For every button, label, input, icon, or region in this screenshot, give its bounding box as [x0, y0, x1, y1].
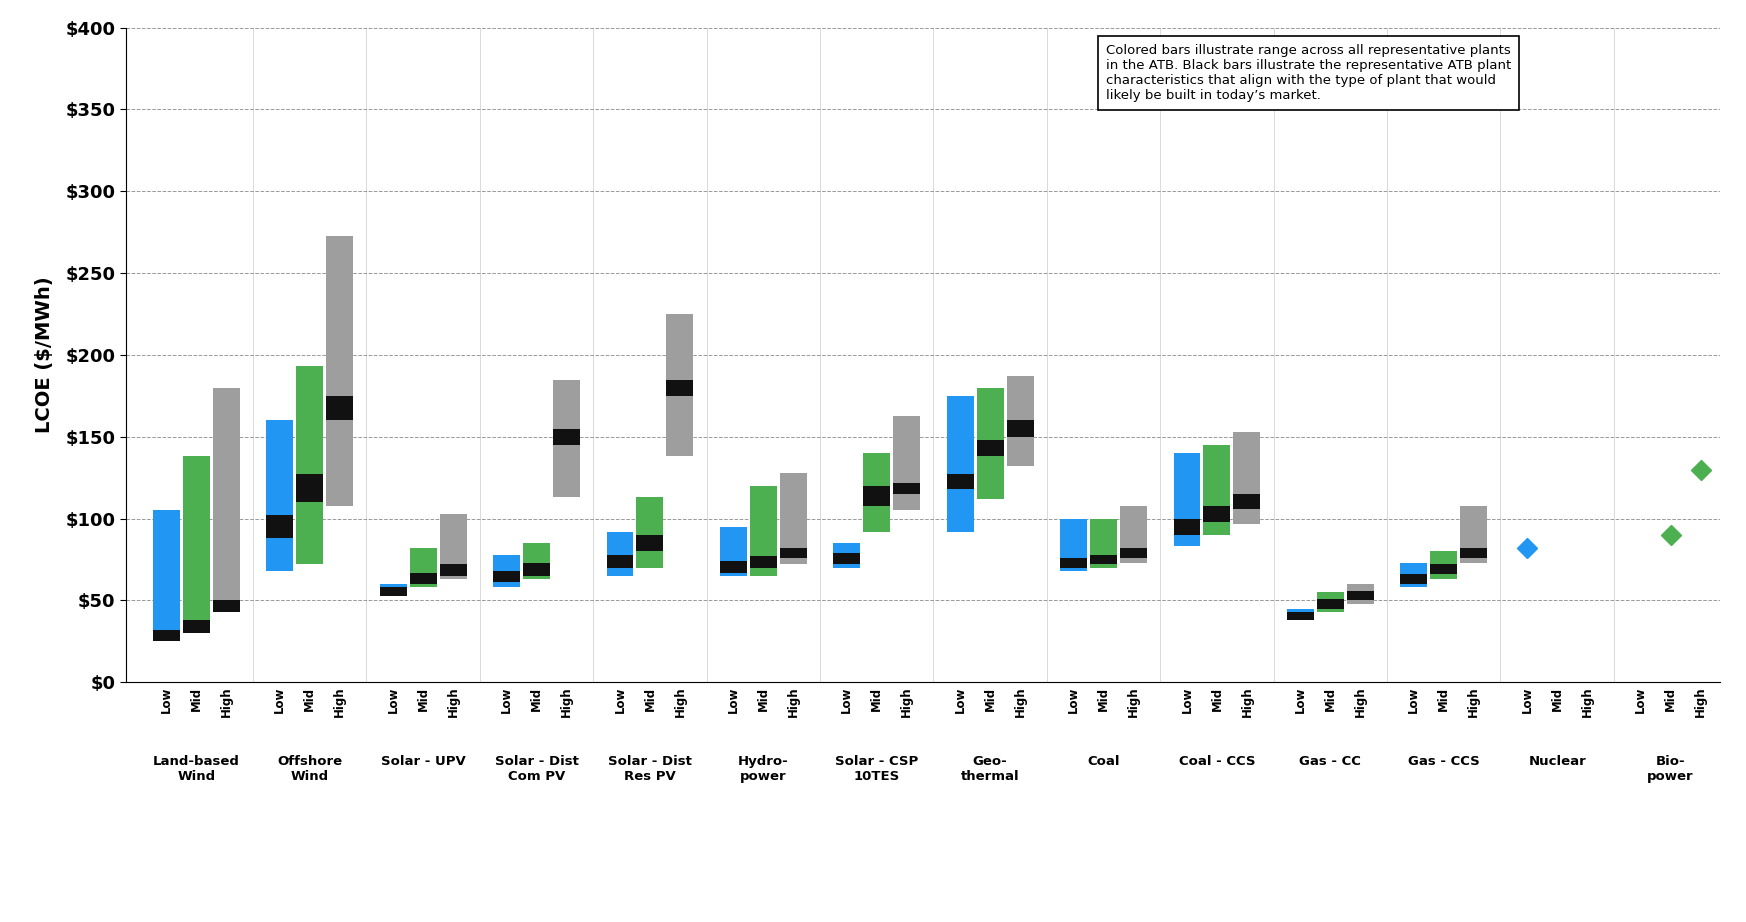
- Bar: [524, 562, 550, 576]
- Bar: [327, 396, 353, 420]
- Bar: [327, 235, 353, 505]
- Bar: [1430, 564, 1458, 574]
- Bar: [749, 486, 777, 576]
- Text: Hydro-
power: Hydro- power: [739, 754, 789, 783]
- Text: Bio-
power: Bio- power: [1646, 754, 1694, 783]
- Bar: [1173, 518, 1201, 535]
- Bar: [833, 553, 861, 564]
- Bar: [297, 475, 323, 502]
- Bar: [1203, 505, 1231, 522]
- Bar: [863, 486, 890, 505]
- Bar: [1173, 454, 1201, 547]
- Bar: [946, 475, 974, 490]
- Bar: [946, 396, 974, 532]
- Text: Colored bars illustrate range across all representative plants
in the ATB. Black: Colored bars illustrate range across all…: [1105, 44, 1512, 102]
- Bar: [524, 543, 550, 579]
- Bar: [1316, 592, 1344, 612]
- Bar: [976, 388, 1004, 499]
- Bar: [440, 564, 466, 576]
- Bar: [719, 561, 747, 573]
- Text: Nuclear: Nuclear: [1528, 754, 1585, 767]
- Bar: [894, 482, 920, 494]
- Bar: [1460, 548, 1488, 558]
- Text: Offshore
Wind: Offshore Wind: [278, 754, 342, 783]
- Bar: [267, 515, 293, 538]
- Bar: [1287, 612, 1315, 621]
- Bar: [213, 600, 239, 612]
- Bar: [183, 621, 210, 633]
- Bar: [1316, 598, 1344, 609]
- Bar: [410, 548, 436, 587]
- Bar: [492, 571, 520, 583]
- Bar: [1007, 376, 1034, 467]
- Bar: [1430, 551, 1458, 579]
- Text: Land-based
Wind: Land-based Wind: [154, 754, 239, 783]
- Text: Solar - CSP
10TES: Solar - CSP 10TES: [835, 754, 918, 783]
- Bar: [183, 456, 210, 633]
- Text: Gas - CCS: Gas - CCS: [1407, 754, 1479, 767]
- Bar: [637, 535, 663, 551]
- Bar: [606, 532, 634, 576]
- Bar: [1060, 518, 1088, 571]
- Bar: [379, 587, 407, 596]
- Bar: [492, 555, 520, 587]
- Bar: [749, 556, 777, 568]
- Bar: [780, 473, 807, 564]
- Bar: [637, 497, 663, 568]
- Bar: [1203, 445, 1231, 535]
- Bar: [606, 555, 634, 568]
- Bar: [553, 429, 580, 445]
- Bar: [1119, 505, 1147, 562]
- Bar: [213, 388, 239, 612]
- Bar: [1346, 591, 1374, 600]
- Bar: [553, 380, 580, 497]
- Text: Solar - Dist
Res PV: Solar - Dist Res PV: [608, 754, 691, 783]
- Bar: [1090, 555, 1117, 564]
- Bar: [1233, 431, 1261, 524]
- Bar: [833, 543, 861, 568]
- Bar: [1460, 505, 1488, 562]
- Bar: [863, 454, 890, 532]
- Bar: [154, 511, 180, 642]
- Bar: [1090, 518, 1117, 568]
- Bar: [410, 573, 436, 585]
- Bar: [1060, 558, 1088, 568]
- Text: Solar - UPV: Solar - UPV: [381, 754, 466, 767]
- Bar: [154, 630, 180, 642]
- Bar: [379, 585, 407, 596]
- Bar: [1233, 494, 1261, 509]
- Bar: [267, 420, 293, 571]
- Bar: [297, 366, 323, 564]
- Bar: [719, 526, 747, 576]
- Bar: [1400, 562, 1426, 587]
- Bar: [1287, 609, 1315, 621]
- Text: Solar - Dist
Com PV: Solar - Dist Com PV: [494, 754, 578, 783]
- Text: Coal: Coal: [1088, 754, 1119, 767]
- Bar: [1400, 574, 1426, 585]
- Bar: [667, 380, 693, 396]
- Bar: [976, 440, 1004, 456]
- Y-axis label: LCOE ($/MWh): LCOE ($/MWh): [35, 277, 54, 433]
- Bar: [1346, 585, 1374, 604]
- Bar: [440, 514, 466, 579]
- Text: Coal - CCS: Coal - CCS: [1179, 754, 1255, 767]
- Bar: [667, 314, 693, 456]
- Bar: [1007, 420, 1034, 437]
- Bar: [1119, 548, 1147, 558]
- Text: Geo-
thermal: Geo- thermal: [960, 754, 1020, 783]
- Text: Gas - CC: Gas - CC: [1299, 754, 1362, 767]
- Bar: [894, 416, 920, 511]
- Bar: [780, 548, 807, 558]
